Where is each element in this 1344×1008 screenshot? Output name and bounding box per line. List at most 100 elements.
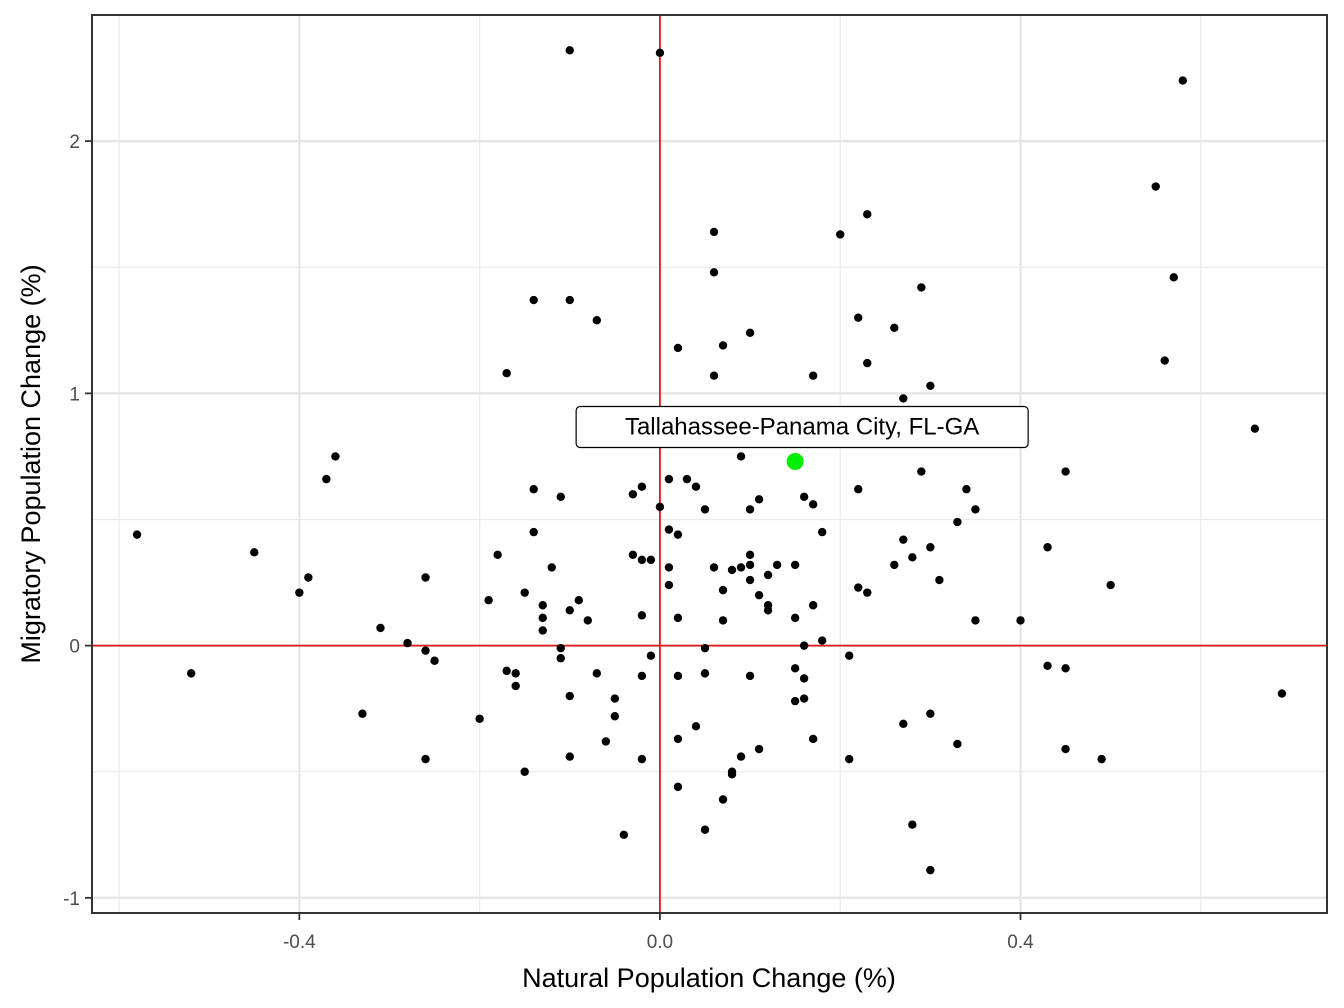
scatter-point	[754, 744, 764, 754]
scatter-point	[854, 583, 863, 592]
scatter-point	[511, 681, 520, 691]
scatter-point	[565, 752, 574, 761]
scatter-point	[556, 492, 565, 501]
scatter-point	[863, 358, 872, 368]
scatter-point	[790, 696, 800, 706]
scatter-point	[304, 573, 313, 582]
x-tick-label: 0.4	[1007, 932, 1034, 953]
scatter-point	[709, 563, 719, 572]
x-axis-ticks: -0.4 0.0 0.4	[283, 913, 1034, 953]
scatter-point	[700, 643, 710, 653]
scatter-point	[646, 651, 656, 660]
scatter-point	[655, 48, 665, 58]
scatter-point	[529, 295, 538, 305]
scatter-point	[736, 752, 746, 761]
scatter-point	[808, 601, 818, 610]
scatter-point	[664, 563, 674, 572]
scatter-point	[565, 691, 574, 701]
scatter-point	[637, 611, 647, 620]
scatter-point	[682, 474, 692, 484]
scatter-point	[592, 669, 602, 678]
scatter-point	[890, 323, 899, 332]
scatter-point	[727, 565, 737, 575]
scatter-point	[565, 46, 574, 55]
scatter-point	[1250, 424, 1260, 433]
scatter-point	[917, 283, 926, 292]
scatter-point	[754, 495, 764, 504]
scatter-point	[655, 502, 665, 512]
scatter-point	[1043, 661, 1052, 670]
scatter-point	[1043, 543, 1052, 552]
scatter-point	[1160, 356, 1169, 365]
scatter-point	[610, 712, 620, 721]
scatter-point	[664, 474, 674, 484]
scatter-point	[673, 343, 683, 353]
x-tick-label: -0.4	[283, 932, 316, 953]
scatter-point	[718, 795, 728, 804]
scatter-point	[926, 709, 935, 718]
scatter-point	[1106, 580, 1115, 590]
scatter-point	[1097, 754, 1106, 764]
scatter-point	[772, 560, 782, 570]
scatter-point	[565, 295, 574, 305]
scatter-point	[799, 674, 809, 683]
minor-gridlines	[92, 15, 1327, 913]
scatter-point	[421, 754, 430, 764]
scatter-point	[502, 666, 511, 676]
plot-panel	[92, 15, 1327, 913]
scatter-point	[736, 563, 746, 572]
scatter-point	[817, 636, 827, 645]
scatter-point	[890, 560, 899, 570]
scatter-point	[574, 596, 583, 605]
scatter-point	[691, 722, 701, 731]
scatter-point	[926, 865, 935, 875]
scatter-point	[745, 550, 755, 560]
scatter-point	[619, 830, 629, 840]
annotation-label-text: Tallahassee-Panama City, FL-GA	[625, 413, 979, 440]
scatter-point	[799, 694, 809, 703]
scatter-point	[899, 719, 908, 729]
scatter-point	[421, 646, 430, 655]
y-tick-label: 1	[69, 384, 80, 405]
scatter-point	[673, 530, 683, 539]
scatter-point	[295, 588, 304, 597]
scatter-point	[529, 527, 538, 537]
scatter-point	[475, 714, 484, 723]
scatter-point	[854, 313, 863, 322]
scatter-point	[754, 590, 764, 600]
y-tick-label: 2	[69, 132, 80, 153]
scatter-point	[1151, 182, 1160, 191]
x-tick-label: 0.0	[647, 932, 673, 953]
highlight-annotation: Tallahassee-Panama City, FL-GA	[575, 405, 1029, 449]
scatter-point	[673, 613, 683, 623]
scatter-point	[709, 371, 719, 380]
scatter-point	[700, 669, 710, 678]
scatter-point	[799, 492, 809, 501]
scatter-point	[845, 651, 854, 660]
scatter-point	[421, 573, 430, 582]
plot-border	[91, 14, 1328, 914]
scatter-point	[745, 560, 755, 570]
scatter-point	[863, 210, 872, 219]
scatter-point	[926, 381, 935, 391]
scatter-point	[538, 613, 547, 623]
scatter-point	[736, 452, 746, 461]
y-axis-title: Migratory Population Change (%)	[16, 264, 46, 663]
scatter-point	[358, 709, 367, 718]
scatter-point	[962, 485, 971, 494]
scatter-point	[1169, 273, 1178, 282]
scatter-point	[322, 474, 331, 484]
scatter-point	[899, 394, 908, 403]
scatter-point	[520, 767, 529, 776]
highlight-point[interactable]	[786, 452, 804, 470]
y-axis-ticks: -1 0 1 2	[63, 132, 92, 910]
scatter-point	[565, 606, 574, 615]
scatter-point	[935, 575, 944, 585]
scatter-points	[132, 46, 1287, 875]
y-tick-label: -1	[63, 889, 80, 910]
scatter-point	[1178, 76, 1187, 85]
scatter-point	[331, 452, 340, 461]
scatter-point	[691, 482, 701, 491]
scatter-point	[538, 601, 547, 610]
scatter-point	[863, 588, 872, 597]
